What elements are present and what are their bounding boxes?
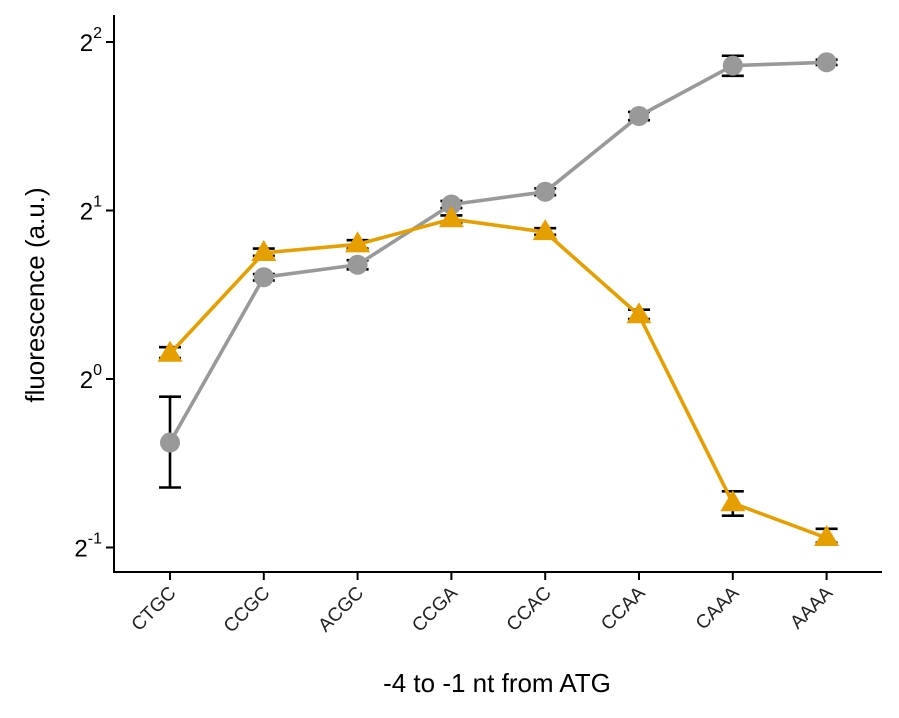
y-axis-title: fluorescence (a.u.)	[20, 187, 50, 402]
x-tick-label-acgc: ACGC	[314, 583, 368, 637]
data-point-triangle	[814, 524, 840, 547]
data-point-triangle	[438, 206, 464, 228]
y-tick-label: 21	[80, 194, 102, 226]
data-point-triangle	[157, 340, 183, 362]
series-markers	[157, 52, 840, 547]
data-point-circle	[441, 194, 462, 215]
x-ticks: CTGC CCGC ACGC CCGA CCAC CCAA CAAA AAAA	[128, 572, 837, 637]
data-point-circle	[535, 181, 556, 202]
y-tick-exponent: 1	[93, 194, 102, 211]
y-tick-exponent: 2	[93, 25, 102, 42]
x-tick-label-ccac: CCAC	[503, 583, 556, 636]
data-point-circle	[722, 55, 743, 76]
x-tick-label-aaaa: AAAA	[786, 582, 837, 633]
y-tick-base: 2	[80, 367, 93, 394]
y-tick-base: 2	[80, 199, 93, 226]
series-line-1	[168, 60, 827, 444]
data-point-triangle	[626, 302, 652, 324]
error-bars	[159, 54, 838, 544]
x-tick-label-ccaa: CCAA	[597, 582, 649, 634]
data-point-circle	[347, 254, 368, 275]
data-point-circle	[160, 432, 180, 453]
series-line-2	[168, 217, 828, 540]
x-tick-label-ccgc: CCGC	[220, 583, 274, 637]
y-tick-label: 22	[80, 25, 102, 57]
y-tick-label: 20	[80, 362, 102, 394]
data-point-circle	[629, 106, 649, 127]
y-tick-base: 2	[80, 30, 93, 57]
chart-axes	[113, 15, 882, 573]
x-tick-label-caaa: CAAA	[692, 582, 744, 634]
data-point-triangle	[720, 490, 746, 512]
data-point-triangle	[251, 239, 277, 261]
x-axis-title: -4 to -1 nt from ATG	[383, 668, 611, 698]
series-lines	[168, 60, 828, 540]
y-tick-base: 2	[74, 536, 87, 563]
y-tick-label: 2-1	[74, 531, 102, 563]
data-point-circle	[816, 52, 837, 73]
y-tick-exponent: 0	[93, 362, 102, 379]
data-point-triangle	[345, 231, 371, 253]
x-tick-label-ccga: CCGA	[408, 582, 462, 636]
data-point-circle	[253, 267, 274, 288]
x-tick-label-ctgc: CTGC	[128, 583, 181, 636]
y-tick-exponent: -1	[88, 531, 102, 548]
data-point-triangle	[532, 219, 558, 241]
